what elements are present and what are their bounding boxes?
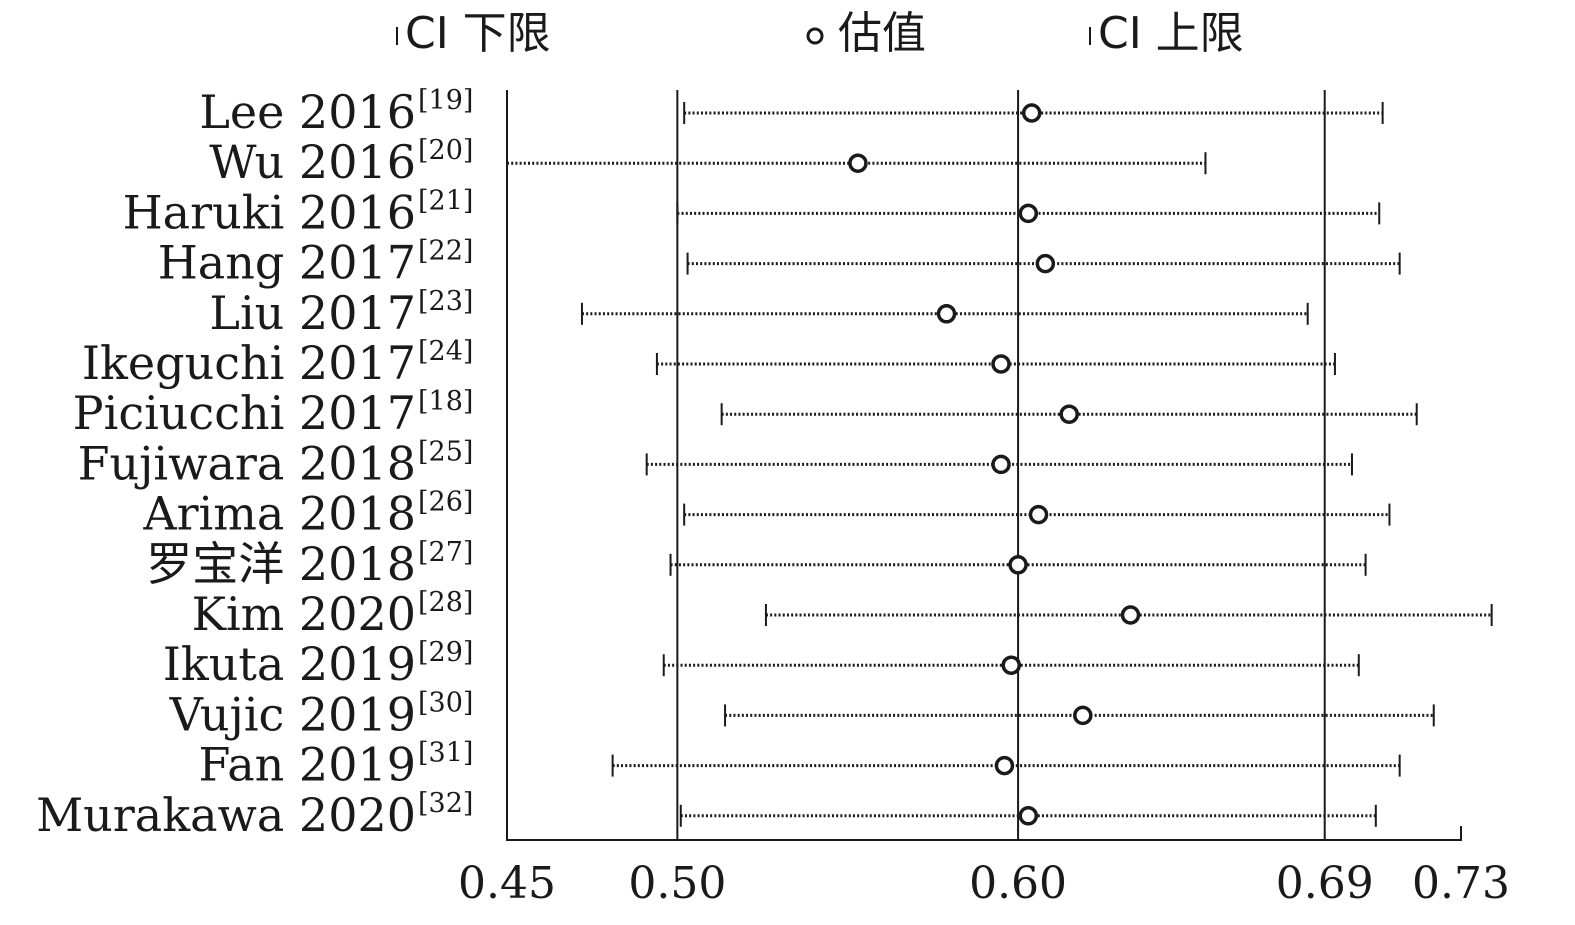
study-label: Hang 2017 — [158, 236, 416, 290]
study-row: Ikuta 2019 [29] — [163, 637, 1360, 691]
study-row: Fujiwara 2018 [25] — [78, 436, 1353, 490]
legend-estimate-label: 估值 — [838, 8, 926, 59]
study-label: Lee 2016 — [199, 85, 416, 139]
estimate-marker — [936, 304, 957, 324]
study-row: Piciucchi 2017 [18] — [73, 386, 1418, 440]
study-reference: [29] — [418, 637, 473, 668]
estimate-marker — [1035, 253, 1056, 274]
study-label: 罗宝洋 2018 — [146, 537, 416, 591]
study-row: Wu 2016 [20] — [209, 135, 1207, 189]
study-label: Wu 2016 — [209, 135, 416, 189]
study-label: Haruki 2016 — [123, 185, 416, 239]
study-label: Ikeguchi 2017 — [82, 336, 416, 390]
study-label: Ikuta 2019 — [163, 637, 416, 691]
study-label: Murakawa 2020 — [36, 788, 416, 842]
legend-lower-label: CI 下限 — [405, 8, 551, 59]
study-row: Ikeguchi 2017 [24] — [82, 336, 1336, 390]
study-label: Arima 2018 — [142, 487, 416, 541]
legend-upper-label: CI 上限 — [1098, 8, 1244, 59]
study-reference: [25] — [418, 436, 473, 467]
study-label: Kim 2020 — [192, 587, 416, 641]
study-reference: [19] — [418, 85, 473, 116]
study-label: Fujiwara 2018 — [78, 436, 416, 490]
axes — [506, 90, 1462, 841]
estimate-marker — [991, 454, 1011, 475]
study-reference: [23] — [418, 286, 473, 317]
estimate-marker — [1120, 605, 1141, 625]
estimate-marker — [1001, 655, 1022, 675]
study-label: Fan 2019 — [198, 738, 416, 792]
study-row: Liu 2017 [23] — [209, 286, 1309, 340]
x-tick-label: 0.60 — [969, 858, 1067, 909]
estimate-marker — [1059, 404, 1079, 424]
legend-estimate-marker — [806, 27, 824, 45]
study-reference: [27] — [418, 537, 473, 568]
study-row: 罗宝洋 2018 [27] — [146, 537, 1367, 591]
estimate-marker — [1018, 806, 1039, 826]
legend: CI 下限 估值 CI 上限 — [396, 8, 1244, 59]
study-reference: [18] — [418, 386, 473, 417]
study-reference: [21] — [418, 185, 473, 216]
estimate-marker — [994, 755, 1015, 776]
study-row: Hang 2017 [22] — [158, 236, 1401, 290]
x-tick-label: 0.45 — [458, 858, 556, 909]
x-tick-label: 0.73 — [1412, 858, 1510, 909]
x-tick-label: 0.69 — [1276, 858, 1374, 909]
study-row: Haruki 2016 [21] — [123, 185, 1381, 239]
study-label: Liu 2017 — [209, 286, 416, 340]
study-reference: [22] — [418, 236, 473, 267]
estimate-marker — [1028, 504, 1049, 525]
study-reference: [24] — [418, 336, 473, 367]
study-reference: [28] — [418, 587, 473, 618]
estimate-marker — [848, 153, 868, 173]
study-label: Piciucchi 2017 — [73, 386, 416, 440]
estimate-marker — [1018, 203, 1039, 224]
study-row: Fan 2019 [31] — [198, 738, 1401, 792]
study-reference: [26] — [418, 487, 473, 518]
study-reference: [20] — [418, 135, 473, 166]
study-row: Lee 2016 [19] — [199, 85, 1384, 139]
estimate-marker — [1008, 555, 1028, 575]
study-reference: [30] — [418, 687, 473, 718]
estimate-marker — [1021, 103, 1042, 123]
study-label: Vujic 2019 — [169, 687, 416, 741]
x-tick-labels: 0.45 0.50 0.60 0.69 0.73 — [458, 858, 1510, 909]
study-row: Vujic 2019 [30] — [169, 687, 1435, 741]
study-row: Kim 2020 [28] — [192, 587, 1493, 641]
x-tick-label: 0.50 — [628, 858, 726, 909]
estimate-marker — [991, 354, 1011, 374]
study-row: Arima 2018 [26] — [142, 487, 1391, 541]
study-row: Murakawa 2020 [32] — [36, 788, 1377, 842]
study-reference: [31] — [418, 738, 473, 769]
study-rows: Lee 2016 [19]Wu 2016 [20]Haruki 2016 [21]Ha… — [36, 85, 1493, 842]
study-reference: [32] — [418, 788, 473, 819]
estimate-marker — [1073, 705, 1093, 726]
